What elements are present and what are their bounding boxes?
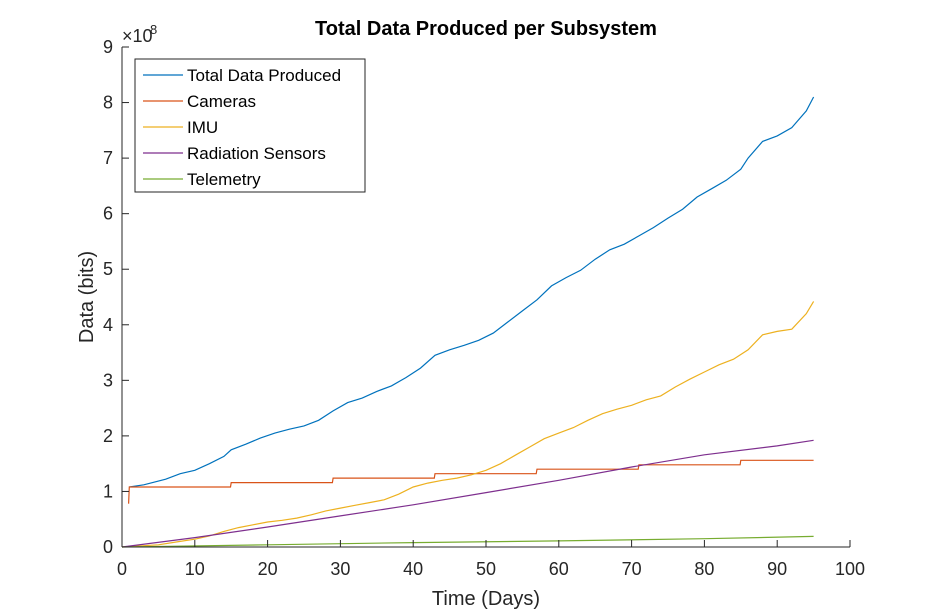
x-tick-label: 30 (330, 559, 350, 579)
series-layer (121, 96, 815, 548)
x-tick-label: 60 (549, 559, 569, 579)
series-line-cameras (128, 459, 814, 504)
legend-label-telemetry: Telemetry (187, 170, 261, 189)
x-tick-label: 70 (622, 559, 642, 579)
y-tick-label: 7 (103, 148, 113, 168)
y-tick-label: 4 (103, 315, 113, 335)
y-axis-label: Data (bits) (76, 251, 98, 343)
y-ticks: 0 1 2 3 4 5 6 7 8 9 (103, 37, 129, 557)
legend-label-radiation-sensors: Radiation Sensors (187, 144, 326, 163)
chart-title: Total Data Produced per Subsystem (315, 18, 657, 40)
y-tick-label: 3 (103, 370, 113, 390)
x-tick-label: 20 (258, 559, 278, 579)
x-tick-label: 100 (835, 559, 865, 579)
x-tick-label: 90 (767, 559, 787, 579)
x-tick-label: 0 (117, 559, 127, 579)
x-ticks: 0 10 20 30 40 50 60 70 80 90 100 (117, 540, 865, 579)
y-tick-label: 1 (103, 481, 113, 501)
y-exponent-power: 8 (150, 22, 157, 37)
y-tick-label: 2 (103, 426, 113, 446)
y-tick-label: 5 (103, 259, 113, 279)
x-tick-label: 80 (694, 559, 714, 579)
y-tick-label: 8 (103, 93, 113, 113)
x-axis-label: Time (Days) (432, 588, 540, 610)
x-tick-label: 50 (476, 559, 496, 579)
legend-label-imu: IMU (187, 118, 218, 137)
y-exponent: ×10 8 (122, 22, 157, 46)
y-tick-label: 0 (103, 537, 113, 557)
x-tick-label: 10 (185, 559, 205, 579)
legend-label-cameras: Cameras (187, 92, 256, 111)
legend-box (134, 58, 366, 193)
y-tick-label: 9 (103, 37, 113, 57)
series-line-imu (121, 301, 815, 548)
y-exponent-base: ×10 (122, 26, 153, 46)
x-tick-label: 40 (403, 559, 423, 579)
series-line-total-data-produced (129, 96, 815, 488)
legend: Total Data Produced Cameras IMU Radiation S… (134, 58, 366, 193)
legend-label-total-data-produced: Total Data Produced (187, 66, 341, 85)
y-tick-label: 6 (103, 204, 113, 224)
series-line-radiation-sensors (121, 439, 814, 548)
